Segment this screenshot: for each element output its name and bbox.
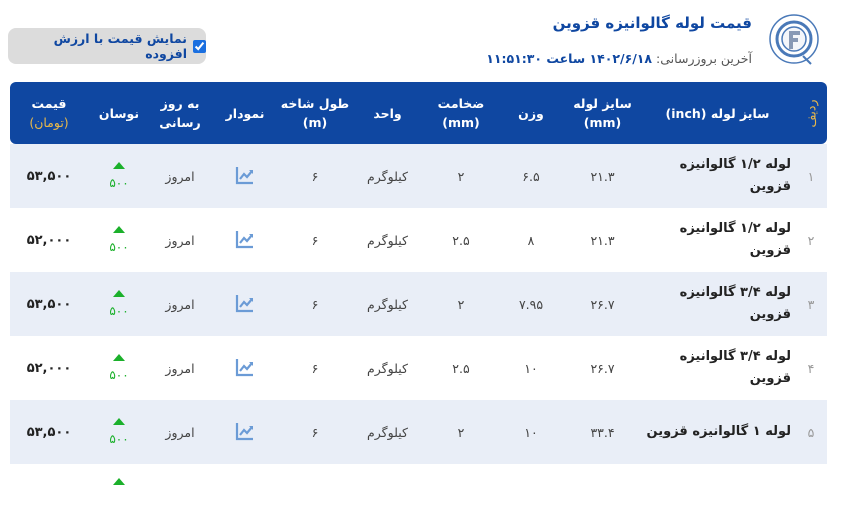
length: ۶ xyxy=(311,168,319,184)
unit: کیلوگرم xyxy=(367,360,408,376)
col-price: قیمت (تومان) xyxy=(10,82,88,144)
col-length: طول شاخه (m) xyxy=(280,82,350,144)
vat-checkbox[interactable] xyxy=(193,39,206,53)
vat-price-toggle[interactable]: نمایش قیمت با ارزش افزوده xyxy=(8,28,206,64)
update-status: امروز xyxy=(165,424,195,440)
fluctuation: ۵۰۰ xyxy=(88,272,150,336)
pipe-size: ۲۶.۷ xyxy=(590,360,615,376)
row-index: ۱ xyxy=(807,168,815,184)
thickness: ۲.۵ xyxy=(452,232,470,248)
length: ۶ xyxy=(311,424,319,440)
row-index: ۵ xyxy=(807,424,815,440)
chart-button[interactable] xyxy=(210,336,280,400)
update-status: امروز xyxy=(165,168,195,184)
update-status: امروز xyxy=(165,232,195,248)
product-name[interactable]: لوله ۳/۴ گالوانیزه قزوین xyxy=(679,349,791,386)
chart-icon xyxy=(235,230,253,248)
table-row: ۵ لوله ۱ گالوانیزه قزوین ۳۳.۴ ۱۰ ۲ کیلوگ… xyxy=(10,400,827,464)
thickness: ۲ xyxy=(457,424,465,440)
update-status: امروز xyxy=(165,360,195,376)
thickness: ۲.۵ xyxy=(452,360,470,376)
fluctuation: ۵۰۰ xyxy=(88,208,150,272)
table-header: ردیف سایز لوله (inch) سایز لوله (mm) وزن … xyxy=(10,82,827,144)
length: ۶ xyxy=(311,296,319,312)
table-row: ۱ لوله ۱/۲ گالوانیزه قزوین ۲۱.۳ ۶.۵ ۲ کی… xyxy=(10,144,827,208)
col-unit: واحد xyxy=(350,82,425,144)
price-table: ردیف سایز لوله (inch) سایز لوله (mm) وزن … xyxy=(10,82,827,528)
product-name[interactable]: لوله ۱/۲ گالوانیزه قزوین xyxy=(679,157,791,194)
weight: ۷.۹۵ xyxy=(518,296,544,312)
product-name[interactable]: لوله ۱/۲ گالوانیزه قزوین xyxy=(679,221,791,258)
last-updated: آخرین بروزرسانی: ۱۴۰۲/۶/۱۸ ساعت ۱۱:۵۱:۳۰ xyxy=(486,51,752,66)
col-fluctuation: نوسان xyxy=(88,82,150,144)
arrow-up-icon xyxy=(113,417,125,425)
pipe-size: ۲۱.۳ xyxy=(590,232,615,248)
product-name[interactable]: لوله ۱ گالوانیزه قزوین xyxy=(646,424,791,439)
row-index: ۳ xyxy=(807,296,815,312)
col-index: ردیف xyxy=(795,82,827,144)
price: ۵۳,۵۰۰ xyxy=(26,168,72,184)
col-chart: نمودار xyxy=(210,82,280,144)
price: ۵۳,۵۰۰ xyxy=(26,296,72,312)
unit: کیلوگرم xyxy=(367,168,408,184)
col-updated: به روز رسانی xyxy=(150,82,210,144)
chart-icon xyxy=(235,166,253,184)
table-row: ۲ لوله ۱/۲ گالوانیزه قزوین ۲۱.۳ ۸ ۲.۵ کی… xyxy=(10,208,827,272)
col-weight: وزن xyxy=(497,82,565,144)
chart-icon xyxy=(235,358,253,376)
chart-button[interactable] xyxy=(210,208,280,272)
fluctuation: ۵۰۰ xyxy=(88,400,150,464)
fluctuation: ۵۰۰ xyxy=(88,336,150,400)
arrow-up-icon xyxy=(113,353,125,361)
company-logo xyxy=(769,14,819,65)
table-row: ۴ لوله ۳/۴ گالوانیزه قزوین ۲۶.۷ ۱۰ ۲.۵ ک… xyxy=(10,336,827,400)
weight: ۱۰ xyxy=(524,360,538,376)
thickness: ۲ xyxy=(457,296,465,312)
arrow-up-icon xyxy=(113,478,125,485)
pipe-size: ۲۶.۷ xyxy=(590,296,615,312)
arrow-up-icon xyxy=(113,161,125,169)
fluctuation: ۵۰۰ xyxy=(88,144,150,208)
chart-icon xyxy=(235,422,253,440)
pipe-size: ۲۱.۳ xyxy=(590,168,615,184)
unit: کیلوگرم xyxy=(367,296,408,312)
weight: ۱۰ xyxy=(524,424,538,440)
chart-button[interactable] xyxy=(210,400,280,464)
price: ۵۳,۵۰۰ xyxy=(26,424,72,440)
weight: ۸ xyxy=(527,232,535,248)
unit: کیلوگرم xyxy=(367,232,408,248)
table-row: ۳ لوله ۳/۴ گالوانیزه قزوین ۲۶.۷ ۷.۹۵ ۲ ک… xyxy=(10,272,827,336)
price: ۵۲,۰۰۰ xyxy=(26,232,72,248)
col-name: سایز لوله (inch) xyxy=(640,82,795,144)
pipe-size: ۳۳.۴ xyxy=(590,424,615,440)
length: ۶ xyxy=(311,360,319,376)
product-name[interactable]: لوله ۳/۴ گالوانیزه قزوین xyxy=(679,285,791,322)
col-size: سایز لوله (mm) xyxy=(565,82,640,144)
row-index: ۲ xyxy=(807,232,815,248)
price: ۵۲,۰۰۰ xyxy=(26,360,72,376)
thickness: ۲ xyxy=(457,168,465,184)
row-index: ۴ xyxy=(807,360,815,376)
chart-icon xyxy=(235,294,253,312)
weight: ۶.۵ xyxy=(522,168,540,184)
chart-button[interactable] xyxy=(210,272,280,336)
unit: کیلوگرم xyxy=(367,424,408,440)
chart-button[interactable] xyxy=(210,144,280,208)
arrow-up-icon xyxy=(113,289,125,297)
update-status: امروز xyxy=(165,296,195,312)
arrow-up-icon xyxy=(113,225,125,233)
vat-label: نمایش قیمت با ارزش افزوده xyxy=(53,31,187,61)
length: ۶ xyxy=(311,232,319,248)
col-thickness: ضخامت (mm) xyxy=(425,82,497,144)
table-row-partial xyxy=(10,464,827,528)
page-title: قیمت لوله گالوانیزه قزوین xyxy=(552,14,752,32)
